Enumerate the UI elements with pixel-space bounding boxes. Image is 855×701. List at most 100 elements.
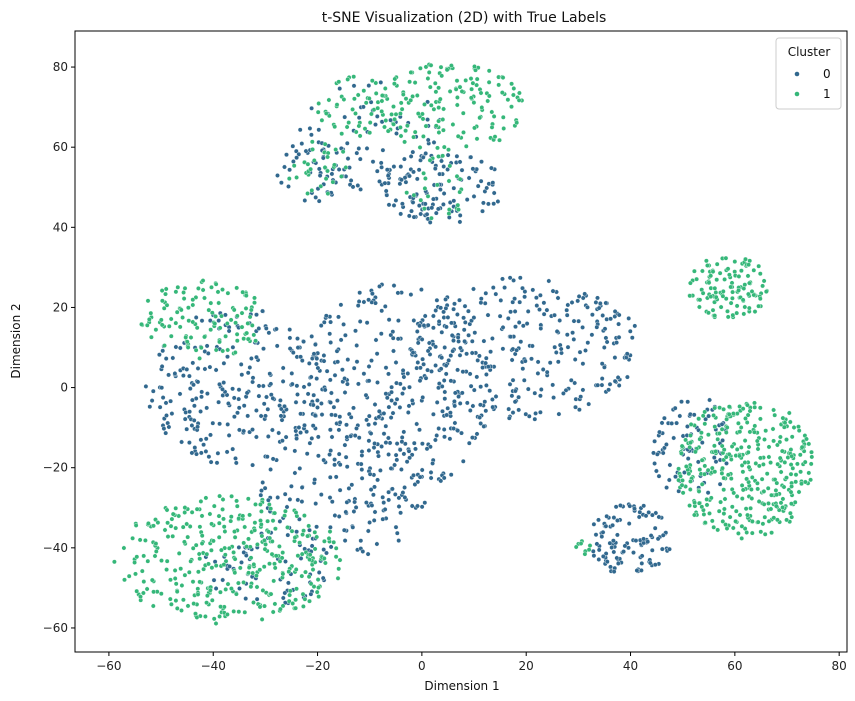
point-cluster-0	[388, 465, 394, 471]
point-cluster-0	[604, 559, 610, 565]
point-cluster-1	[788, 447, 794, 452]
point-cluster-1	[234, 503, 240, 509]
point-cluster-0	[374, 351, 380, 357]
point-cluster-0	[508, 334, 513, 340]
point-cluster-1	[182, 572, 188, 578]
point-cluster-0	[397, 447, 403, 453]
point-cluster-1	[768, 506, 774, 512]
point-cluster-0	[389, 389, 394, 395]
point-cluster-1	[220, 497, 226, 502]
point-cluster-1	[310, 146, 315, 152]
point-cluster-1	[712, 285, 718, 291]
point-cluster-0	[397, 181, 403, 187]
point-cluster-1	[712, 443, 717, 449]
point-cluster-0	[235, 410, 240, 416]
point-cluster-1	[163, 291, 168, 297]
point-cluster-1	[121, 545, 127, 551]
point-cluster-0	[399, 201, 405, 207]
point-cluster-1	[693, 449, 698, 455]
point-cluster-0	[615, 532, 620, 538]
point-cluster-0	[189, 450, 195, 456]
point-cluster-0	[295, 336, 300, 341]
point-cluster-0	[328, 390, 334, 396]
point-cluster-1	[166, 323, 172, 329]
point-cluster-0	[344, 381, 350, 387]
point-cluster-0	[344, 140, 350, 146]
point-cluster-0	[331, 404, 337, 410]
point-cluster-1	[775, 442, 780, 448]
point-cluster-0	[520, 366, 526, 372]
point-cluster-1	[809, 454, 815, 460]
point-cluster-0	[399, 434, 405, 440]
point-cluster-0	[278, 180, 284, 186]
point-cluster-0	[336, 514, 342, 519]
point-cluster-0	[348, 414, 354, 420]
point-cluster-1	[350, 107, 355, 112]
point-cluster-1	[746, 444, 752, 450]
point-cluster-0	[430, 196, 436, 202]
point-cluster-0	[467, 408, 473, 413]
point-cluster-1	[307, 552, 313, 558]
point-cluster-0	[417, 323, 422, 329]
point-cluster-0	[540, 367, 546, 372]
point-cluster-0	[314, 356, 320, 361]
point-cluster-1	[778, 500, 784, 506]
point-cluster-0	[343, 454, 349, 460]
point-cluster-0	[384, 192, 390, 198]
point-cluster-0	[191, 382, 196, 388]
point-cluster-0	[553, 350, 559, 355]
point-cluster-0	[308, 591, 314, 597]
point-cluster-1	[447, 163, 453, 169]
point-cluster-0	[653, 510, 659, 516]
point-cluster-1	[294, 175, 299, 180]
point-cluster-0	[307, 527, 312, 533]
point-cluster-0	[414, 365, 420, 371]
point-cluster-0	[386, 371, 391, 377]
point-cluster-1	[787, 419, 793, 425]
point-cluster-0	[609, 545, 615, 550]
point-cluster-1	[194, 506, 200, 512]
point-cluster-1	[780, 504, 785, 510]
point-cluster-0	[705, 490, 711, 496]
point-cluster-0	[373, 337, 379, 343]
point-cluster-1	[204, 600, 210, 606]
point-cluster-1	[216, 513, 222, 519]
point-cluster-0	[302, 422, 307, 428]
point-cluster-1	[448, 63, 454, 68]
point-cluster-0	[282, 164, 287, 170]
point-cluster-1	[252, 300, 257, 306]
point-cluster-0	[296, 151, 302, 157]
point-cluster-0	[304, 429, 309, 435]
point-cluster-1	[197, 524, 203, 530]
point-cluster-0	[364, 417, 369, 423]
point-cluster-1	[293, 605, 298, 611]
point-cluster-1	[725, 472, 731, 478]
point-cluster-1	[164, 507, 170, 513]
point-cluster-1	[782, 459, 788, 465]
point-cluster-1	[209, 284, 214, 290]
point-cluster-0	[407, 384, 412, 390]
point-cluster-0	[385, 435, 391, 441]
point-cluster-0	[485, 364, 491, 370]
point-cluster-0	[401, 385, 407, 391]
point-cluster-0	[474, 374, 480, 380]
point-cluster-0	[500, 324, 506, 330]
point-cluster-0	[425, 367, 430, 373]
point-cluster-0	[419, 441, 425, 447]
point-cluster-0	[366, 413, 372, 419]
point-cluster-0	[241, 550, 247, 555]
point-cluster-1	[788, 510, 793, 516]
point-cluster-0	[611, 569, 617, 574]
point-cluster-1	[245, 336, 251, 342]
point-cluster-0	[367, 520, 372, 525]
point-cluster-1	[740, 469, 746, 475]
point-cluster-0	[207, 364, 213, 370]
point-cluster-1	[282, 513, 287, 519]
point-cluster-1	[246, 565, 252, 570]
point-cluster-1	[397, 125, 403, 130]
point-cluster-0	[464, 351, 469, 357]
point-cluster-1	[732, 259, 738, 264]
point-cluster-0	[256, 393, 262, 399]
point-cluster-0	[265, 406, 271, 412]
